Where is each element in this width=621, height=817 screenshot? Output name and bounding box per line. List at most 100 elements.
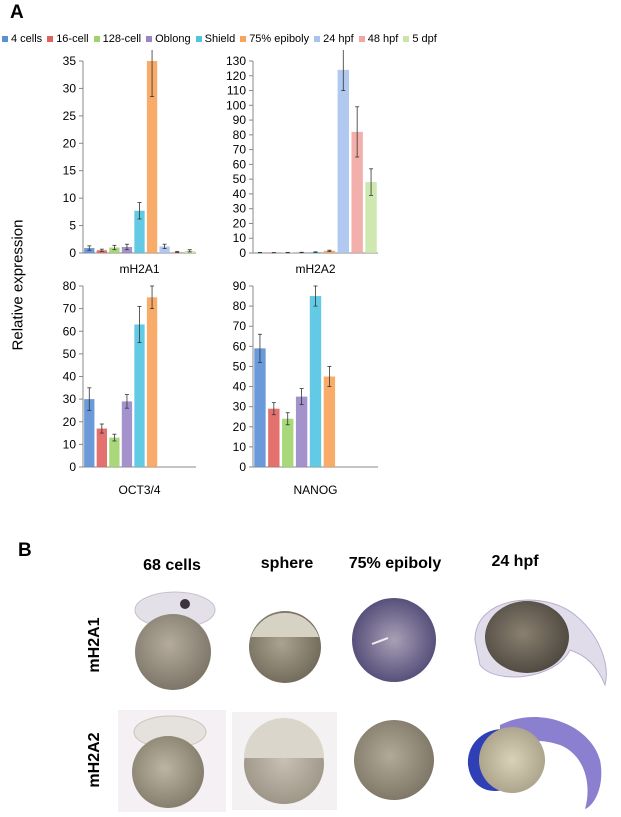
bar-128-cell bbox=[282, 418, 294, 467]
legend-label: 4 cells bbox=[11, 33, 43, 45]
row-header-mh2a1-text: mH2A1 bbox=[86, 617, 103, 673]
bar-24-hpf bbox=[159, 246, 170, 253]
y-tick-label: 100 bbox=[226, 98, 246, 112]
bar-75-epiboly bbox=[323, 376, 336, 467]
bar-16-cell bbox=[96, 428, 107, 467]
embryo-image-mh2a1-sphere bbox=[249, 611, 321, 683]
embryo-image-mh2a2-75-epiboly bbox=[354, 720, 434, 800]
legend-swatch bbox=[358, 36, 365, 42]
panel-b-label: B bbox=[18, 540, 32, 561]
y-tick-label: 30 bbox=[233, 400, 247, 414]
panel-a-label: A bbox=[10, 2, 24, 23]
y-tick-label: 60 bbox=[63, 324, 77, 338]
y-tick-label: 50 bbox=[63, 347, 77, 361]
legend-item: 24 hpf bbox=[314, 33, 354, 45]
legend-item: 48 hpf bbox=[358, 33, 399, 45]
legend-label: 48 hpf bbox=[367, 33, 399, 45]
y-tick-label: 80 bbox=[233, 128, 247, 142]
column-header-sphere: sphere bbox=[260, 555, 314, 572]
bar-4-cells bbox=[84, 399, 95, 467]
chart-title: NANOG bbox=[293, 483, 337, 497]
legend-label: 128-cell bbox=[102, 33, 142, 45]
legend-item: 5 dpf bbox=[403, 33, 437, 45]
y-tick-label: 20 bbox=[233, 420, 247, 434]
legend-swatch bbox=[314, 36, 321, 42]
y-tick-label: 40 bbox=[233, 380, 247, 394]
chart-0: 0 5 10 15 20 25 30 35 mH2A1 bbox=[63, 50, 196, 276]
y-tick-label: 20 bbox=[63, 415, 77, 429]
y-tick-label: 10 bbox=[233, 440, 247, 454]
embryo-image-mh2a1-68-cells bbox=[134, 591, 216, 690]
bar-75-epiboly bbox=[146, 61, 158, 253]
y-tick-label: 70 bbox=[233, 143, 247, 157]
y-tick-label: 40 bbox=[63, 370, 77, 384]
legend-item: Shield bbox=[195, 33, 236, 45]
legend-label: Oblong bbox=[155, 33, 191, 45]
column-header-68-cells: 68 cells bbox=[143, 557, 201, 574]
y-tick-label: 80 bbox=[63, 279, 77, 293]
y-tick-label: 90 bbox=[233, 279, 247, 293]
y-tick-label: 50 bbox=[233, 359, 247, 373]
y-tick-label: 130 bbox=[226, 54, 246, 68]
legend-item: 4 cells bbox=[2, 33, 42, 45]
legend-item: 128-cell bbox=[93, 33, 142, 45]
row-header-mh2a1: mH2A1 bbox=[80, 600, 110, 690]
y-tick-label: 110 bbox=[227, 84, 246, 98]
legend-item: Oblong bbox=[146, 33, 191, 45]
y-tick-label: 35 bbox=[63, 54, 77, 68]
legend-label: Shield bbox=[204, 33, 236, 45]
y-tick-label: 25 bbox=[63, 109, 77, 123]
y-tick-label: 70 bbox=[63, 302, 77, 316]
bar-24-hpf bbox=[337, 69, 349, 253]
y-tick-label: 50 bbox=[233, 172, 247, 186]
y-tick-label: 20 bbox=[233, 216, 247, 230]
bar-shield bbox=[309, 296, 322, 467]
bar-128-cell bbox=[109, 437, 120, 467]
y-tick-label: 0 bbox=[69, 246, 76, 260]
row-header-mh2a2-text: mH2A2 bbox=[86, 732, 103, 788]
y-tick-label: 60 bbox=[233, 157, 247, 171]
row-header-mh2a2: mH2A2 bbox=[80, 715, 110, 805]
y-tick-label: 30 bbox=[233, 202, 247, 216]
y-tick-label: 70 bbox=[233, 319, 247, 333]
legend-swatch bbox=[93, 36, 100, 42]
bar-4-cells bbox=[254, 348, 266, 467]
y-tick-label: 40 bbox=[233, 187, 247, 201]
legend-label: 16-cell bbox=[56, 33, 89, 45]
chart-3: 0 10 20 30 40 50 60 70 80 90 NANOG bbox=[233, 279, 378, 497]
bar-charts: 05101520253035mH2A1010203040506070809010… bbox=[63, 50, 378, 497]
legend-swatch bbox=[403, 36, 410, 42]
y-tick-label: 10 bbox=[63, 437, 77, 451]
y-tick-label: 120 bbox=[226, 69, 246, 83]
embryo-image-mh2a2-sphere bbox=[232, 712, 337, 810]
legend-item: 75% epiboly bbox=[240, 33, 309, 45]
y-tick-label: 80 bbox=[233, 299, 247, 313]
embryo-image-mh2a2-24-hpf bbox=[467, 717, 602, 809]
legend-swatch bbox=[146, 36, 153, 42]
column-header-75-epiboly: 75% epiboly bbox=[348, 555, 442, 572]
bar-oblong bbox=[121, 401, 133, 467]
bar-128-cell bbox=[109, 247, 120, 253]
chart-2: 0 10 20 30 40 50 60 70 80 OCT3/4 bbox=[63, 279, 196, 497]
y-tick-label: 0 bbox=[69, 460, 76, 474]
y-tick-label: 60 bbox=[233, 339, 247, 353]
legend-swatch bbox=[47, 36, 54, 42]
embryo-image-mh2a2-68-cells bbox=[118, 710, 226, 812]
bar-16-cell bbox=[268, 408, 280, 467]
bar-75-epiboly bbox=[323, 250, 336, 253]
y-tick-label: 10 bbox=[233, 231, 247, 245]
bar-oblong bbox=[295, 396, 308, 467]
legend-swatch bbox=[240, 36, 247, 42]
embryo-image-mh2a1-24-hpf bbox=[474, 599, 607, 687]
bar-5-dpf bbox=[365, 182, 377, 253]
y-tick-label: 90 bbox=[233, 113, 247, 127]
y-tick-label: 0 bbox=[239, 460, 246, 474]
bar-shield bbox=[134, 324, 145, 467]
chart-title: mH2A1 bbox=[119, 262, 159, 276]
legend-item: 16-cell bbox=[47, 33, 89, 45]
y-tick-label: 30 bbox=[63, 81, 77, 95]
chart-legend: 4 cells 16-cell 128-cell Oblong Shield 75% ep… bbox=[2, 33, 621, 47]
y-tick-label: 20 bbox=[63, 136, 77, 150]
y-tick-label: 15 bbox=[63, 164, 77, 178]
